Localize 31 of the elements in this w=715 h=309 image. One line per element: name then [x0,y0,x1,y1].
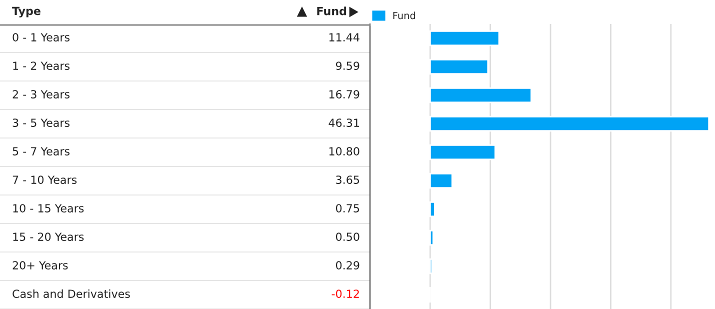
bar [429,230,434,246]
x-axis-title: Fund [317,6,346,16]
bar [429,172,453,189]
data-label: 46.31 [328,118,359,127]
data-label: 11.44 [329,33,360,42]
y-tick-label: 10 - 15 Years [13,204,84,212]
data-label: 0.50 [336,232,360,241]
bar [429,144,496,160]
bar [429,58,489,75]
y-tick-label: 15 - 20 Years [13,232,84,241]
y-tick-label: 1 - 2 Years [13,62,70,70]
y-tick-label: 20+ Years [12,261,68,270]
data-label: -0.12 [332,290,359,298]
data-label: 0.75 [336,204,360,212]
data-label: 16.79 [329,90,360,98]
y-tick-label: 3 - 5 Years [12,118,70,127]
y-tick-label: 0 - 1 Years [12,33,70,42]
y-tick-label: 5 - 7 Years [12,147,70,156]
y-tick-label: 2 - 3 Years [12,90,70,98]
data-label: 3.65 [336,176,360,184]
data-label: 9.59 [336,62,360,70]
data-label: 0.29 [336,261,360,270]
bar [429,30,500,46]
bar [429,116,710,132]
y-axis-title: Type [12,6,40,18]
data-label: 10.80 [329,147,360,156]
legend-label: Fund [393,12,416,20]
y-tick-label: 7 - 10 Years [12,176,77,184]
y-tick-label: Cash and Derivatives [12,289,130,298]
bar [429,201,436,218]
bar [429,87,532,104]
